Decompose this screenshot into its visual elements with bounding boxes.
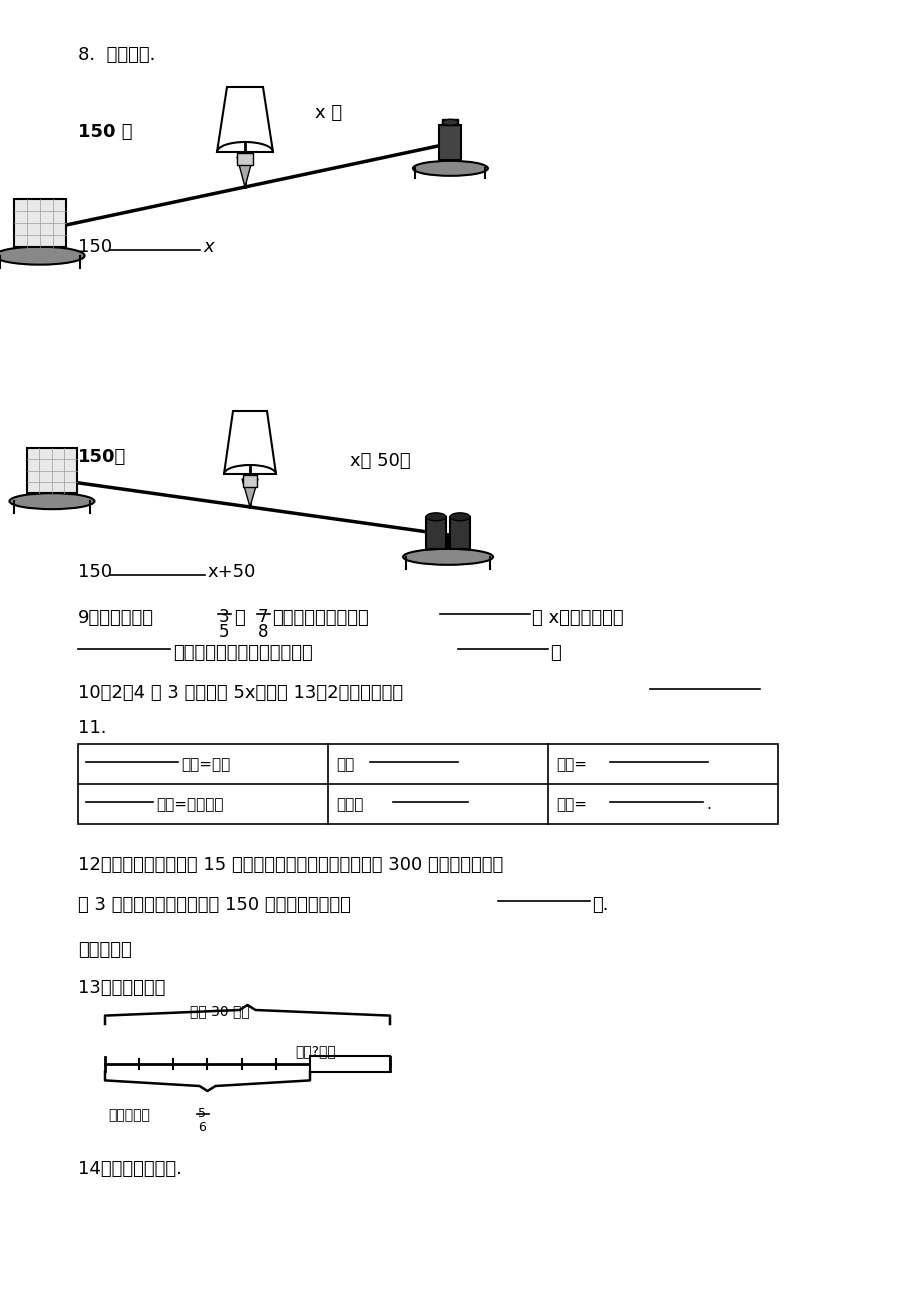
Text: x+50: x+50 <box>207 562 255 581</box>
Bar <box>425 517 446 549</box>
Polygon shape <box>223 411 276 474</box>
Ellipse shape <box>425 513 446 521</box>
Bar <box>27 448 77 493</box>
Bar <box>14 199 65 246</box>
Text: 150 克: 150 克 <box>78 122 132 141</box>
Text: 数量=: 数量= <box>555 797 586 812</box>
Text: 件.: 件. <box>591 896 607 914</box>
Bar <box>310 1056 390 1072</box>
Ellipse shape <box>9 493 95 509</box>
Text: x克 50克: x克 50克 <box>349 452 410 470</box>
Text: 8: 8 <box>257 622 268 641</box>
Text: 总产量: 总产量 <box>335 797 363 812</box>
Text: 5: 5 <box>198 1107 206 1120</box>
Text: ，求这个数。可以设: ，求这个数。可以设 <box>272 609 369 628</box>
Polygon shape <box>237 158 253 187</box>
Text: 150: 150 <box>78 562 112 581</box>
Text: 全长 30 千米: 全长 30 千米 <box>190 1004 249 1018</box>
Bar <box>78 743 777 824</box>
Text: x: x <box>203 238 213 256</box>
Text: 四、解答题: 四、解答题 <box>78 941 131 960</box>
Text: 13．看图列方程: 13．看图列方程 <box>78 979 165 997</box>
Text: 10．2．4 乘 3 的积再加 5x，和是 13．2，列出方程是: 10．2．4 乘 3 的积再加 5x，和是 13．2，列出方程是 <box>78 684 403 702</box>
Ellipse shape <box>0 246 85 264</box>
Text: 还剩?千米: 还剩?千米 <box>295 1044 335 1059</box>
Bar <box>237 154 253 165</box>
Text: 11.: 11. <box>78 719 107 737</box>
Bar <box>243 475 256 487</box>
Text: 。: 。 <box>550 644 561 661</box>
Text: 为 x，列出方程是: 为 x，列出方程是 <box>531 609 623 628</box>
Bar <box>439 125 461 160</box>
Ellipse shape <box>449 513 470 521</box>
Ellipse shape <box>442 120 458 125</box>
Ellipse shape <box>403 549 493 565</box>
Bar <box>449 517 470 549</box>
Text: 时间=路程: 时间=路程 <box>181 756 230 772</box>
Text: 150: 150 <box>78 238 112 256</box>
Text: 12．先锋农具厂原计划 15 天生产一批农具．实际每天生产 300 件，这样不但提: 12．先锋农具厂原计划 15 天生产一批农具．实际每天生产 300 件，这样不但… <box>78 855 503 874</box>
Text: x 克: x 克 <box>314 104 342 122</box>
Text: 9．一个数除以: 9．一个数除以 <box>78 609 153 628</box>
Ellipse shape <box>413 161 487 176</box>
Polygon shape <box>242 479 257 506</box>
Text: 。也可以用乘法计算，列式为: 。也可以用乘法计算，列式为 <box>173 644 312 661</box>
Text: 14．看图列出方程.: 14．看图列出方程. <box>78 1160 182 1178</box>
Text: 时间=工作总量: 时间=工作总量 <box>156 797 223 812</box>
Text: 是: 是 <box>233 609 244 628</box>
Text: 5: 5 <box>219 622 229 641</box>
Polygon shape <box>217 87 273 152</box>
Text: 7: 7 <box>257 608 268 626</box>
Text: 3: 3 <box>219 608 230 626</box>
Text: 6: 6 <box>198 1121 206 1134</box>
Text: 前 3 天完成了任务，还超额 150 件，计划每天生产: 前 3 天完成了任务，还超额 150 件，计划每天生产 <box>78 896 350 914</box>
Text: 150克: 150克 <box>78 448 126 466</box>
Bar <box>442 120 458 125</box>
Text: 8.  看图填空.: 8. 看图填空. <box>78 46 155 64</box>
Text: 总价: 总价 <box>335 756 354 772</box>
Text: .: . <box>705 797 710 812</box>
Text: 修了全长的: 修了全长的 <box>108 1108 150 1122</box>
Text: 数量=: 数量= <box>555 756 586 772</box>
